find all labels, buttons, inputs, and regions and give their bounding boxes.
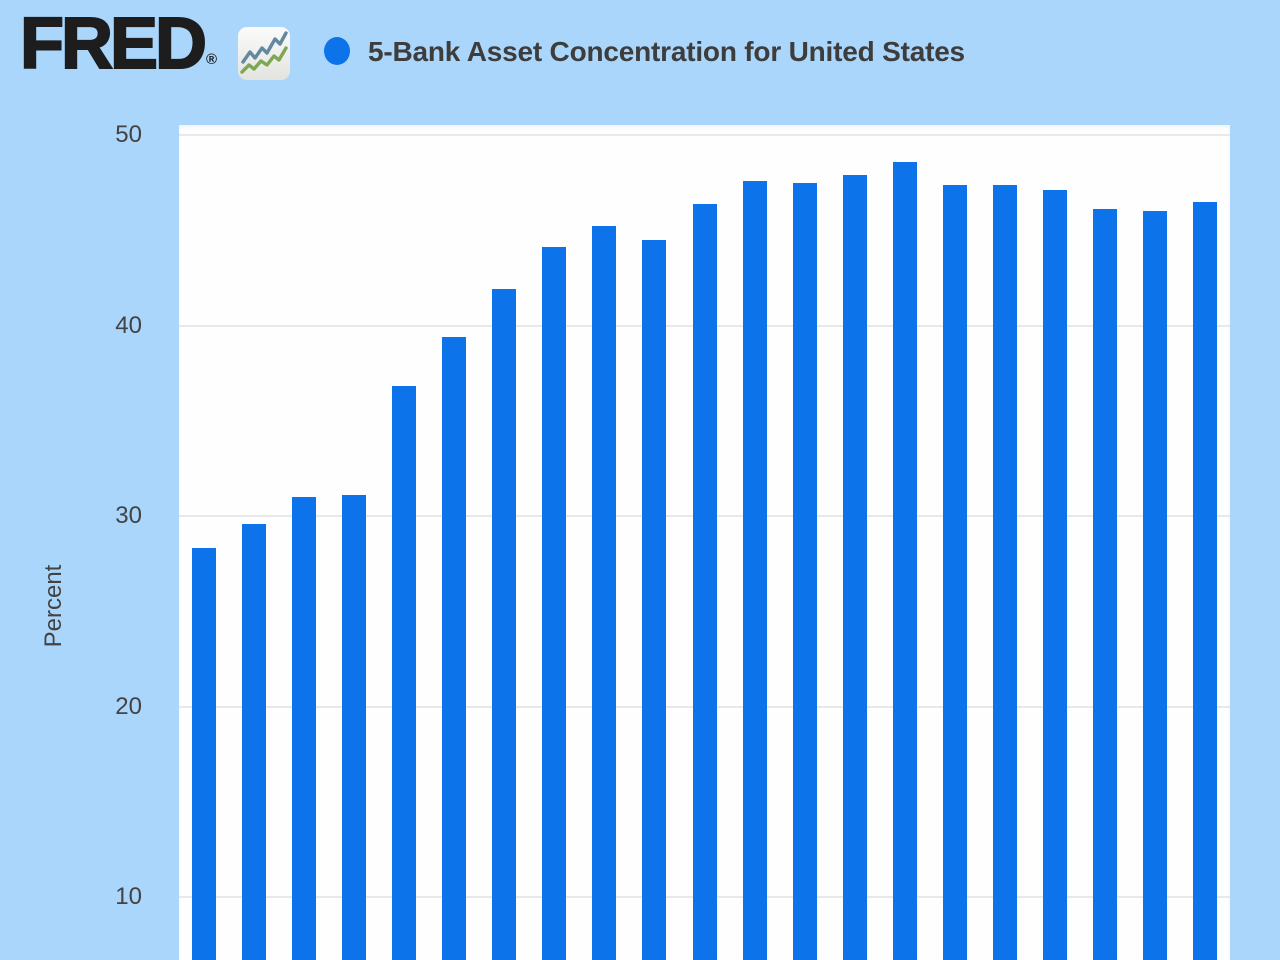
bar (692, 203, 717, 960)
y-tick-label: 40 (115, 311, 142, 339)
y-tick-label: 20 (115, 692, 142, 720)
y-tick-label: 10 (115, 883, 142, 910)
bar (792, 182, 817, 960)
bar (342, 495, 367, 960)
bar (892, 161, 917, 960)
bar (642, 239, 667, 960)
bar (1092, 209, 1117, 960)
chart-title: 5-Bank Asset Concentration for United St… (368, 36, 965, 67)
registered-trademark-symbol: ® (206, 51, 218, 68)
bar (942, 184, 967, 960)
bar (442, 336, 467, 960)
fred-logo: FRED ® (19, 7, 218, 81)
y-axis-label: Percent (40, 564, 67, 648)
bar (842, 175, 867, 960)
bar (592, 226, 617, 960)
bar (742, 180, 767, 960)
bar (1192, 201, 1217, 960)
fred-sparkline-icon (238, 27, 290, 80)
bar (1042, 190, 1067, 960)
gridline (179, 134, 1230, 136)
bar (292, 496, 317, 960)
fred-logo-text: FRED (19, 4, 208, 84)
bar (392, 386, 417, 960)
bar (1142, 211, 1167, 960)
y-tick-label: 30 (115, 502, 142, 529)
bar (992, 184, 1017, 960)
y-tick-label: 50 (115, 121, 142, 148)
plot-area (179, 125, 1230, 960)
bar (242, 523, 267, 960)
bar (192, 548, 217, 960)
bar (492, 289, 517, 960)
bar (542, 247, 567, 960)
series-legend-marker-icon (324, 37, 350, 65)
